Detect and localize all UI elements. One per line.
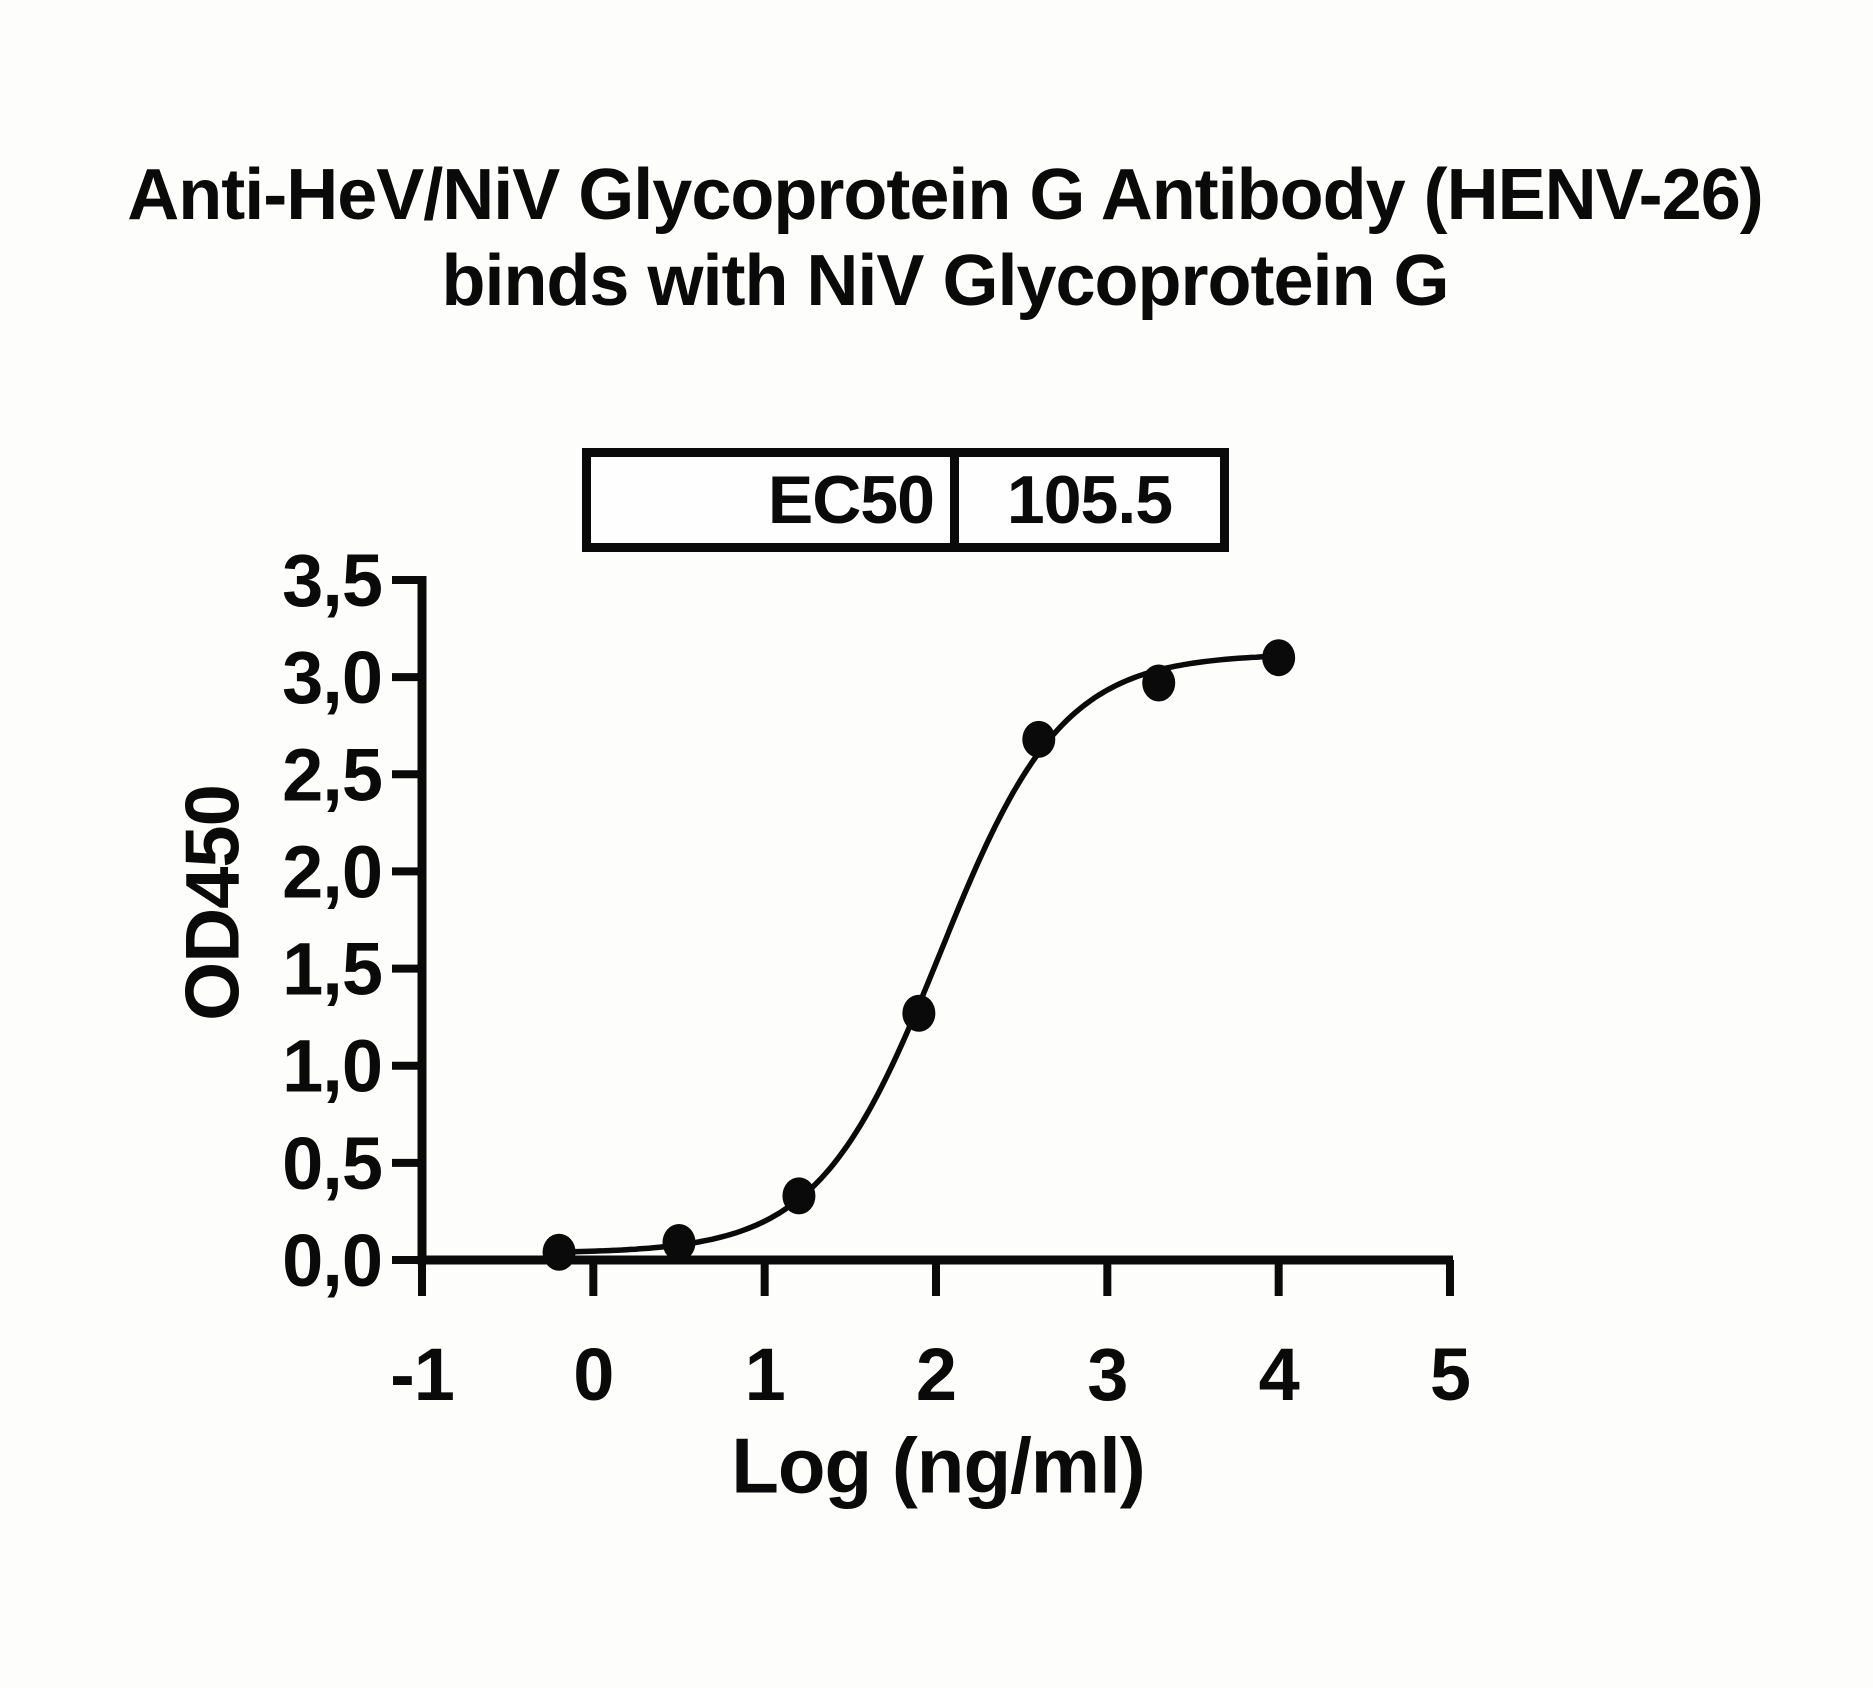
data-point bbox=[1262, 639, 1296, 677]
x-tick-label: 0 bbox=[573, 1333, 613, 1416]
ec50-value-cell: 105.5 bbox=[1006, 462, 1173, 538]
y-tick-label: 0,0 bbox=[282, 1219, 382, 1302]
data-point bbox=[1142, 664, 1176, 702]
data-point bbox=[662, 1224, 696, 1262]
ec50-label-cell: EC50 bbox=[591, 457, 959, 543]
fit-curve bbox=[559, 653, 1279, 1255]
y-tick-label: 1,5 bbox=[282, 928, 382, 1011]
x-tick-label: 5 bbox=[1430, 1333, 1470, 1416]
y-tick-label: 1,0 bbox=[282, 1025, 382, 1108]
ec50-table: EC50 105.5 bbox=[582, 448, 1229, 552]
x-tick-label: 3 bbox=[1087, 1333, 1127, 1416]
data-point bbox=[902, 994, 936, 1032]
y-tick-label: 0,5 bbox=[282, 1122, 382, 1205]
x-tick-label: 1 bbox=[745, 1333, 785, 1416]
y-tick-label: 2,5 bbox=[282, 733, 382, 816]
chart-title: Anti-HeV/NiV Glycoprotein G Antibody (HE… bbox=[0, 152, 1873, 324]
x-axis-title: Log (ng/ml) bbox=[731, 1421, 1146, 1510]
x-tick-label: -1 bbox=[390, 1333, 454, 1416]
data-point bbox=[1022, 720, 1056, 758]
y-tick-label: 3,0 bbox=[282, 636, 382, 719]
chart-title-line2: binds with NiV Glycoprotein G bbox=[441, 241, 1449, 321]
y-tick-label: 3,5 bbox=[282, 539, 382, 622]
data-point bbox=[782, 1177, 816, 1215]
data-point bbox=[542, 1233, 576, 1271]
x-tick-label: 2 bbox=[916, 1333, 956, 1416]
chart-title-line1: Anti-HeV/NiV Glycoprotein G Antibody (HE… bbox=[127, 155, 1763, 235]
y-tick-label: 2,0 bbox=[282, 830, 382, 913]
x-tick-label: 4 bbox=[1259, 1333, 1300, 1416]
